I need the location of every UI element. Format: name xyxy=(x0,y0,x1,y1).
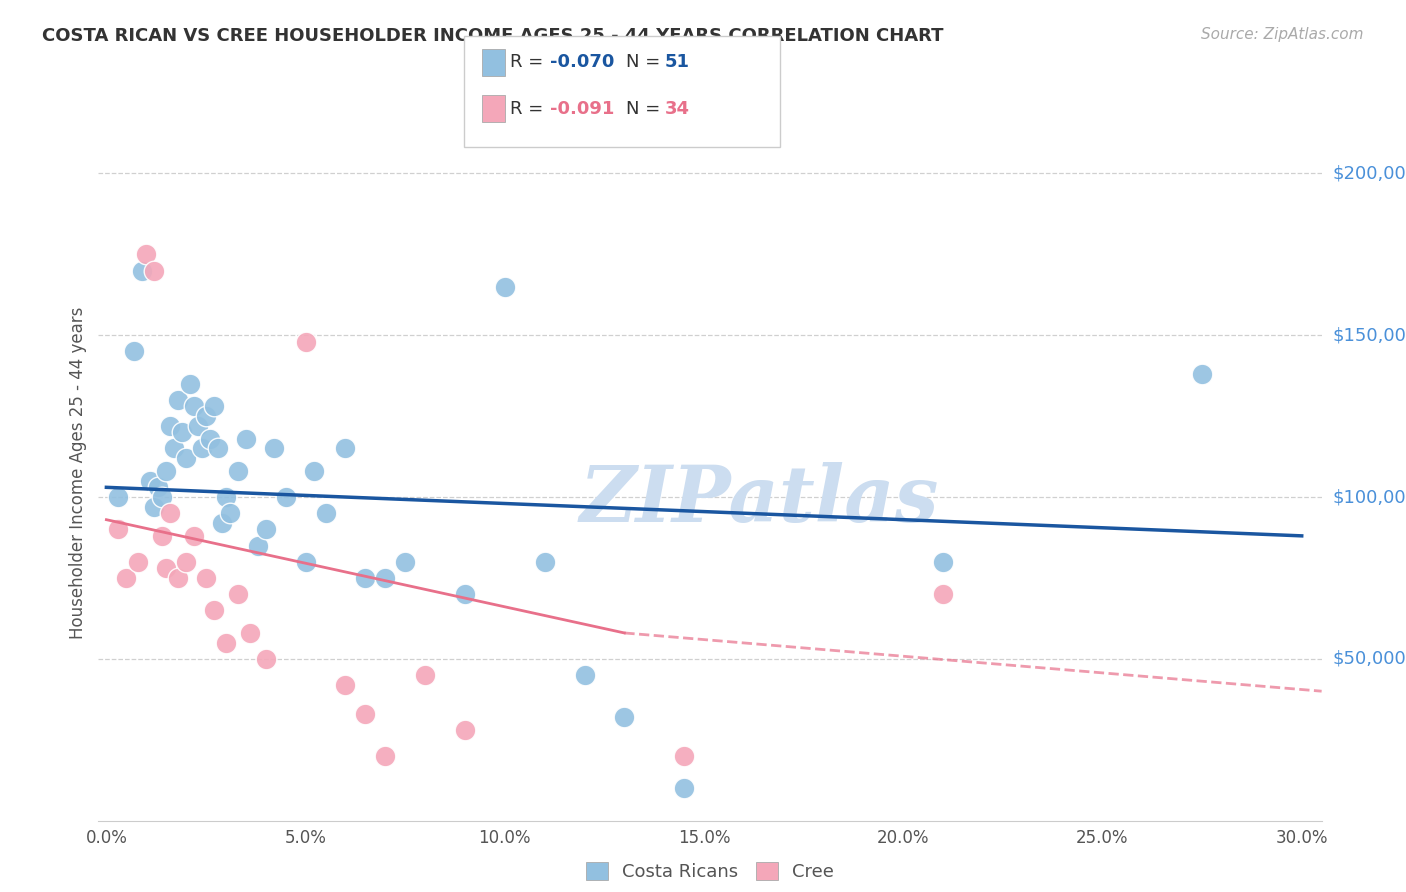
Text: Source: ZipAtlas.com: Source: ZipAtlas.com xyxy=(1201,27,1364,42)
Point xyxy=(315,506,337,520)
Text: $100,000: $100,000 xyxy=(1333,488,1406,506)
Point xyxy=(148,480,170,494)
Text: -0.070: -0.070 xyxy=(550,54,614,71)
Point xyxy=(354,706,377,721)
Point xyxy=(394,555,416,569)
Y-axis label: Householder Income Ages 25 - 44 years: Householder Income Ages 25 - 44 years xyxy=(69,307,87,639)
Point xyxy=(354,571,377,585)
Point xyxy=(159,418,181,433)
Point xyxy=(127,555,149,569)
Point xyxy=(195,409,218,424)
Legend: Costa Ricans, Cree: Costa Ricans, Cree xyxy=(579,855,841,888)
Text: R =: R = xyxy=(510,100,550,118)
Point xyxy=(335,678,357,692)
Point xyxy=(274,490,297,504)
Text: $200,000: $200,000 xyxy=(1333,164,1406,183)
Point xyxy=(294,555,316,569)
Point xyxy=(207,442,229,456)
Point xyxy=(413,668,436,682)
Point xyxy=(183,400,205,414)
Point xyxy=(202,603,225,617)
Point xyxy=(107,490,129,504)
Point xyxy=(239,626,262,640)
Point xyxy=(454,723,477,737)
Point xyxy=(574,668,596,682)
Point xyxy=(167,392,190,407)
Point xyxy=(533,555,555,569)
Text: ZIPatlas: ZIPatlas xyxy=(579,462,939,539)
Point xyxy=(124,344,146,359)
Point xyxy=(1191,367,1213,381)
Point xyxy=(613,710,636,724)
Point xyxy=(143,263,166,277)
Point xyxy=(226,587,249,601)
Point xyxy=(191,442,214,456)
Point xyxy=(187,418,209,433)
Point xyxy=(302,464,325,478)
Point xyxy=(155,464,177,478)
Text: 51: 51 xyxy=(665,54,690,71)
Text: COSTA RICAN VS CREE HOUSEHOLDER INCOME AGES 25 - 44 YEARS CORRELATION CHART: COSTA RICAN VS CREE HOUSEHOLDER INCOME A… xyxy=(42,27,943,45)
Point xyxy=(932,555,955,569)
Text: N =: N = xyxy=(626,100,665,118)
Point xyxy=(195,571,218,585)
Point xyxy=(155,561,177,575)
Point xyxy=(174,555,197,569)
Point xyxy=(215,490,238,504)
Point xyxy=(494,279,516,293)
Point xyxy=(263,442,285,456)
Point xyxy=(215,635,238,649)
Point xyxy=(335,442,357,456)
Point xyxy=(673,748,696,763)
Point xyxy=(183,529,205,543)
Point xyxy=(226,464,249,478)
Point xyxy=(219,506,242,520)
Point xyxy=(254,522,277,536)
Text: $50,000: $50,000 xyxy=(1333,650,1406,668)
Point xyxy=(235,432,257,446)
Point xyxy=(139,474,162,488)
Point xyxy=(167,571,190,585)
Point xyxy=(246,539,269,553)
Point xyxy=(254,652,277,666)
Point xyxy=(454,587,477,601)
Point xyxy=(211,516,233,530)
Point xyxy=(179,376,201,391)
Point xyxy=(143,500,166,514)
Point xyxy=(174,451,197,466)
Point xyxy=(932,587,955,601)
Point xyxy=(374,748,396,763)
Text: N =: N = xyxy=(626,54,665,71)
Point xyxy=(135,247,157,261)
Text: R =: R = xyxy=(510,54,550,71)
Point xyxy=(115,571,138,585)
Text: -0.091: -0.091 xyxy=(550,100,614,118)
Point xyxy=(150,529,173,543)
Point xyxy=(150,490,173,504)
Point xyxy=(163,442,186,456)
Point xyxy=(374,571,396,585)
Point xyxy=(198,432,221,446)
Point xyxy=(131,263,153,277)
Point xyxy=(159,506,181,520)
Point xyxy=(172,425,194,440)
Point xyxy=(673,781,696,796)
Text: $150,000: $150,000 xyxy=(1333,326,1406,344)
Text: 34: 34 xyxy=(665,100,690,118)
Point xyxy=(107,522,129,536)
Point xyxy=(294,334,316,349)
Point xyxy=(202,400,225,414)
